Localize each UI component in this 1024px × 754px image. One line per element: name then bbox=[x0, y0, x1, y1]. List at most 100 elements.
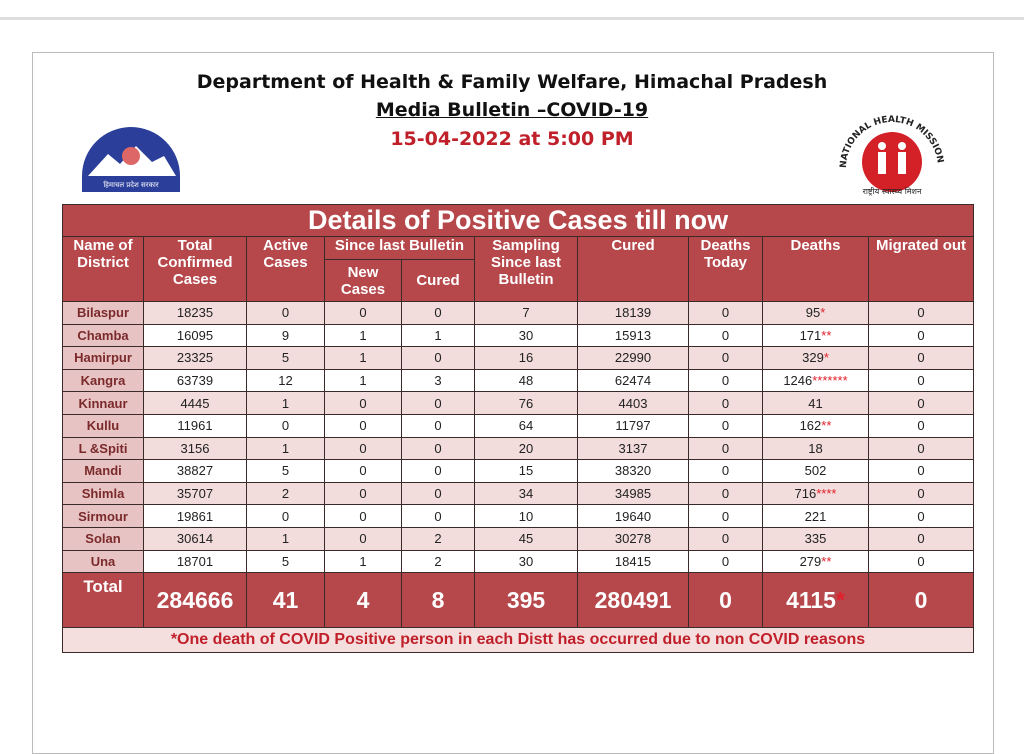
cell: 171** bbox=[762, 323, 869, 348]
cell: 0 bbox=[401, 346, 475, 370]
cell: 0 bbox=[246, 413, 325, 438]
cell: 0 bbox=[867, 413, 975, 438]
cell: 0 bbox=[867, 301, 975, 325]
data-row: Mandi 38827 5 0 0 15 38320 0 502 0 bbox=[62, 459, 975, 483]
cell: 0 bbox=[324, 413, 402, 438]
cell-note: * bbox=[835, 586, 845, 613]
cell: 335 bbox=[762, 526, 869, 551]
cell: 0 bbox=[688, 504, 763, 528]
header-row: Name of District Total Confirmed Cases Act… bbox=[62, 236, 975, 302]
cell: 0 bbox=[688, 346, 763, 370]
cell-value: 279 bbox=[799, 553, 822, 569]
cell-value: 4115 bbox=[786, 586, 836, 613]
cell: 0 bbox=[688, 549, 763, 574]
cell: 0 bbox=[401, 459, 475, 483]
cell: 0 bbox=[867, 481, 975, 506]
cell-value: 162 bbox=[799, 418, 822, 434]
cell: 1 bbox=[246, 526, 325, 551]
district-name: Chamba bbox=[62, 323, 144, 348]
cell: 4 bbox=[324, 572, 402, 629]
cell: 48 bbox=[474, 368, 578, 393]
subheader-row: New Cases Cured bbox=[63, 259, 974, 302]
cell: 0 bbox=[867, 346, 975, 370]
cell-value: 171 bbox=[799, 327, 822, 343]
cell: 0 bbox=[401, 413, 475, 438]
cell: 11797 bbox=[577, 413, 689, 438]
column-header: Deaths Today bbox=[688, 236, 763, 302]
nhm-figure bbox=[878, 142, 886, 150]
column-header: Migrated out bbox=[867, 236, 975, 302]
cell: 716**** bbox=[762, 481, 869, 506]
cell: 0 bbox=[867, 323, 975, 348]
cell: 0 bbox=[401, 436, 475, 461]
district-name: Mandi bbox=[62, 459, 144, 483]
logo-text: हिमाचल प्रदेश सरकार bbox=[103, 180, 158, 189]
cell: 7 bbox=[474, 301, 578, 325]
cell-value: 329 bbox=[802, 350, 824, 366]
nhm-figure bbox=[898, 142, 906, 150]
cell: 35707 bbox=[143, 481, 247, 506]
column-header: Since last Bulletin bbox=[324, 236, 475, 260]
cell: 0 bbox=[324, 436, 402, 461]
cell: 18701 bbox=[143, 549, 247, 574]
cell: 16095 bbox=[143, 323, 247, 348]
table-title-row: Details of Positive Cases till now bbox=[61, 204, 975, 237]
data-row: Una 18701 5 1 2 30 18415 0 279** 0 bbox=[62, 549, 975, 574]
cell: 4403 bbox=[577, 391, 689, 415]
district-name: Kullu bbox=[62, 413, 144, 438]
cell: 19861 bbox=[143, 504, 247, 528]
cell: 0 bbox=[688, 481, 763, 506]
logo-emblem bbox=[122, 147, 140, 165]
cell-note: ** bbox=[821, 553, 832, 569]
cell: 329* bbox=[762, 346, 869, 370]
cell: 4115* bbox=[762, 572, 869, 629]
cell-note: ** bbox=[821, 327, 832, 343]
cell: 0 bbox=[867, 391, 975, 415]
cell: 3156 bbox=[143, 436, 247, 461]
cell: 23325 bbox=[143, 346, 247, 370]
cell: 1246******* bbox=[762, 368, 869, 393]
subcolumn-header: New Cases bbox=[324, 259, 402, 302]
top-rule bbox=[0, 17, 1024, 20]
cell: 5 bbox=[246, 549, 325, 574]
nhm-circle bbox=[862, 132, 922, 192]
cell: 63739 bbox=[143, 368, 247, 393]
cell: 19640 bbox=[577, 504, 689, 528]
cell: 95* bbox=[762, 301, 869, 325]
cell: 20 bbox=[474, 436, 578, 461]
cell: 10 bbox=[474, 504, 578, 528]
cell: 0 bbox=[688, 391, 763, 415]
cell: 34985 bbox=[577, 481, 689, 506]
cell: 0 bbox=[867, 504, 975, 528]
cell: 162** bbox=[762, 413, 869, 438]
cell-note: * bbox=[823, 350, 829, 366]
data-row: Sirmour 19861 0 0 0 10 19640 0 221 0 bbox=[62, 504, 975, 528]
cell: 2 bbox=[246, 481, 325, 506]
cell: 1 bbox=[324, 346, 402, 370]
cell: 0 bbox=[324, 481, 402, 506]
cases-table: Details of Positive Cases till now Name o… bbox=[61, 204, 975, 654]
cell: 34 bbox=[474, 481, 578, 506]
cell: 3 bbox=[401, 368, 475, 393]
footnote-row: *One death of COVID Positive person in e… bbox=[61, 627, 975, 654]
cell: 8 bbox=[401, 572, 475, 629]
data-row: Kinnaur 4445 1 0 0 76 4403 0 41 0 bbox=[62, 391, 975, 415]
cell: 18 bbox=[762, 436, 869, 461]
cell: 1 bbox=[246, 391, 325, 415]
column-header: Deaths bbox=[762, 236, 869, 302]
cell: 0 bbox=[401, 504, 475, 528]
cell-note: **** bbox=[816, 486, 837, 502]
cell: 0 bbox=[688, 436, 763, 461]
district-name: Bilaspur bbox=[62, 301, 144, 325]
cell: 30 bbox=[474, 549, 578, 574]
district-name: Total bbox=[62, 572, 144, 629]
cell: 279** bbox=[762, 549, 869, 574]
cell: 0 bbox=[401, 391, 475, 415]
cell: 9 bbox=[246, 323, 325, 348]
data-row: Kullu 11961 0 0 0 64 11797 0 162** 0 bbox=[62, 413, 975, 438]
cell: 0 bbox=[324, 301, 402, 325]
cell-note: * bbox=[820, 305, 826, 321]
cell: 18235 bbox=[143, 301, 247, 325]
cell: 3137 bbox=[577, 436, 689, 461]
column-header: Cured bbox=[577, 236, 689, 302]
